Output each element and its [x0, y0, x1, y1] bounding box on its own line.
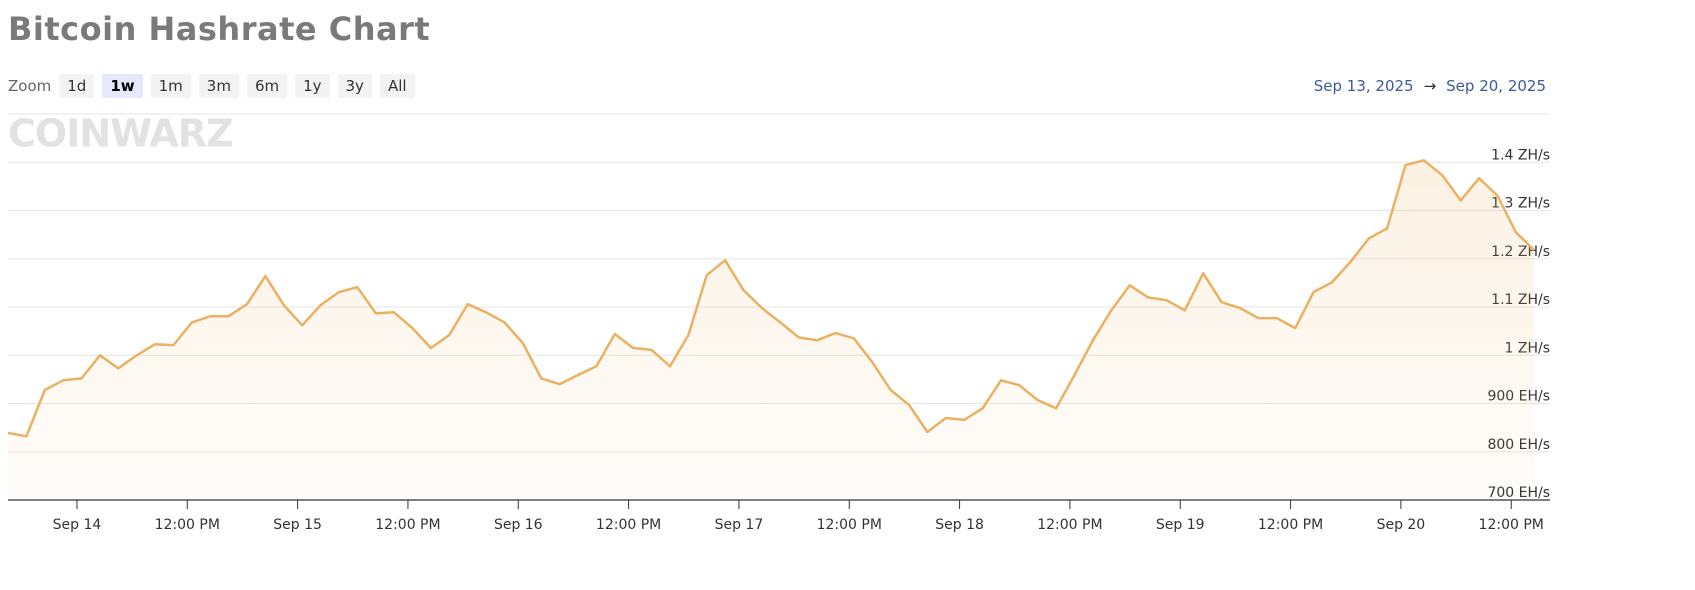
- y-tick-label: 1.3 ZH/s: [1491, 196, 1550, 212]
- area: [8, 160, 1535, 501]
- zoom-button[interactable]: 1d: [59, 74, 95, 98]
- x-tick-label: Sep 15: [273, 517, 322, 533]
- x-tick-label: 12:00 PM: [1258, 517, 1323, 533]
- x-tick-label: Sep 20: [1377, 517, 1426, 533]
- x-tick-label: 12:00 PM: [596, 517, 661, 533]
- range-to[interactable]: Sep 20, 2025: [1446, 77, 1546, 95]
- page-title: Bitcoin Hashrate Chart: [8, 10, 431, 48]
- zoom-button[interactable]: All: [379, 74, 415, 98]
- x-tick-label: 12:00 PM: [1479, 517, 1544, 533]
- x-tick-label: Sep 18: [935, 517, 984, 533]
- y-tick-label: 1.4 ZH/s: [1491, 147, 1550, 163]
- x-tick-label: Sep 14: [53, 517, 102, 533]
- x-tick-label: Sep 17: [715, 517, 764, 533]
- date-range: Sep 13, 2025 → Sep 20, 2025: [1314, 77, 1546, 95]
- zoom-button[interactable]: 3y: [337, 74, 372, 98]
- zoom-button[interactable]: 1w: [102, 74, 143, 98]
- zoom-button[interactable]: 1m: [150, 74, 191, 98]
- zoom-button[interactable]: 6m: [246, 74, 288, 98]
- zoom-button[interactable]: 3m: [198, 74, 239, 98]
- range-arrow: →: [1423, 77, 1437, 95]
- x-tick-label: 12:00 PM: [155, 517, 220, 533]
- x-tick-label: Sep 19: [1156, 517, 1205, 533]
- line: [7, 159, 1536, 438]
- zoom-button[interactable]: 1y: [295, 74, 330, 98]
- range-from[interactable]: Sep 13, 2025: [1313, 77, 1414, 95]
- x-tick-label: 12:00 PM: [375, 517, 440, 533]
- x-tick-label: 12:00 PM: [1037, 517, 1102, 533]
- x-tick-label: 12:00 PM: [817, 517, 882, 533]
- zoom-label: Zoom: [8, 77, 52, 95]
- zoom-bar: Zoom 1d 1w 1m 3m 6m 1y 3y All: [8, 74, 415, 98]
- watermark: COINWARZ: [8, 112, 233, 156]
- x-tick-label: Sep 16: [494, 517, 543, 533]
